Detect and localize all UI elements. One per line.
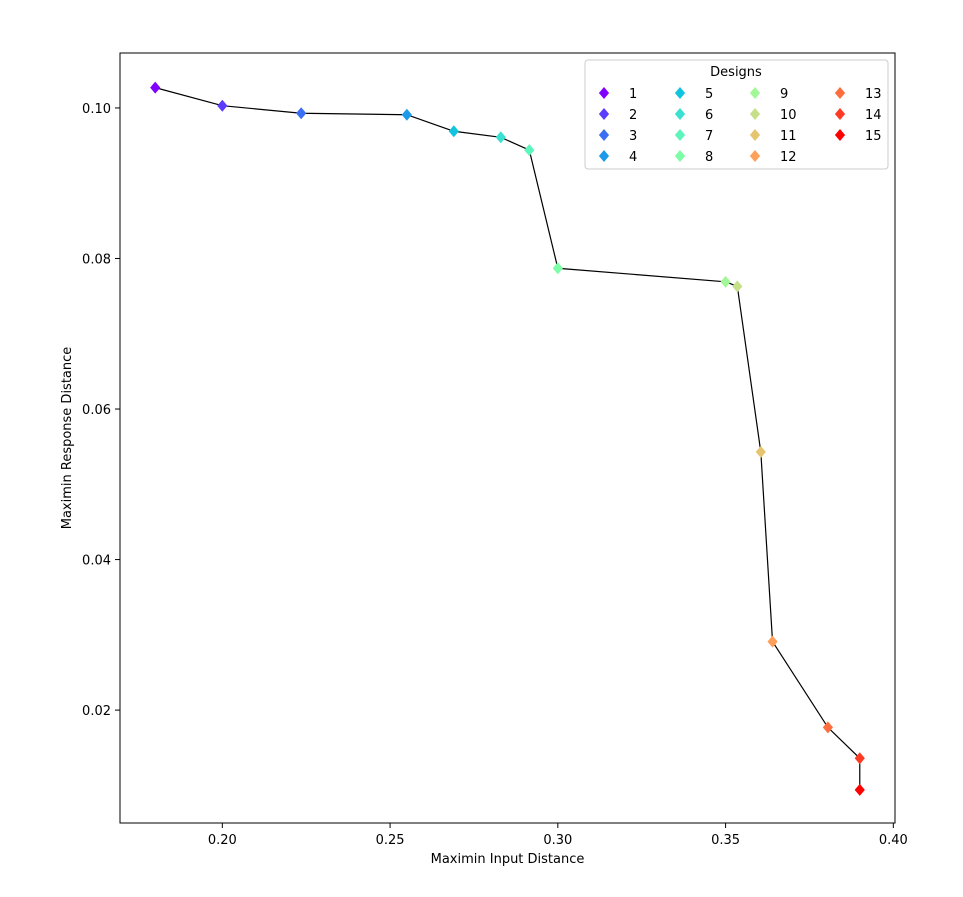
- data-point-design-15: [854, 783, 865, 796]
- legend-marker: [749, 87, 761, 99]
- plot-frame: [119, 52, 896, 824]
- legend-marker: [749, 129, 761, 141]
- legend-entry-14: 14: [834, 108, 882, 123]
- y-tick-label: 0.06: [82, 403, 111, 418]
- y-axis-label: Maximin Response Distance: [60, 347, 75, 530]
- y-axis-ticks: 0.02 0.04 0.06 0.08 0.10: [82, 102, 120, 719]
- y-tick-label: 0.02: [82, 704, 111, 719]
- marker-layer: [150, 81, 865, 796]
- data-point-design-1: [150, 81, 161, 94]
- legend-marker: [674, 129, 686, 141]
- data-point-design-13: [822, 721, 834, 734]
- legend-entry-12: 12: [749, 150, 797, 165]
- y-tick-label: 0.10: [82, 102, 111, 117]
- data-point-design-7: [524, 144, 535, 157]
- y-tick-label: 0.08: [82, 252, 111, 267]
- y-tick-label: 0.04: [82, 554, 111, 569]
- legend-marker: [749, 108, 761, 120]
- data-point-design-8: [552, 262, 563, 275]
- legend-label: 6: [705, 108, 713, 123]
- legend-marker: [598, 108, 610, 120]
- legend-label: 2: [629, 108, 637, 123]
- data-point-design-10: [732, 280, 743, 293]
- legend-entry-10: 10: [749, 108, 797, 123]
- legend-marker: [674, 87, 686, 99]
- legend-entry-6: 6: [674, 108, 713, 123]
- legend-label: 13: [865, 87, 882, 102]
- x-tick-label: 0.40: [879, 833, 908, 848]
- legend-marker: [674, 108, 686, 120]
- legend-label: 5: [705, 87, 713, 102]
- x-tick-label: 0.20: [208, 833, 237, 848]
- data-point-design-12: [767, 635, 778, 648]
- legend-label: 4: [629, 150, 637, 165]
- data-point-design-3: [296, 107, 307, 120]
- data-point-design-5: [448, 125, 459, 138]
- legend-label: 15: [865, 129, 882, 144]
- plot-area: [120, 53, 895, 823]
- legend-label: 10: [780, 108, 797, 123]
- legend-label: 9: [780, 87, 788, 102]
- data-point-design-6: [495, 131, 506, 144]
- data-point-design-2: [217, 99, 228, 112]
- legend-entry-4: 4: [598, 150, 637, 165]
- legend-title: Designs: [710, 65, 762, 80]
- legend-entry-7: 7: [674, 129, 713, 144]
- legend-marker: [834, 87, 846, 99]
- legend-label: 12: [780, 150, 797, 165]
- x-axis-label: Maximin Input Distance: [431, 852, 585, 867]
- legend-entry-11: 11: [749, 129, 797, 144]
- legend-label: 11: [780, 129, 797, 144]
- x-axis-ticks: 0.20 0.25 0.30 0.35 0.40: [208, 823, 908, 848]
- legend-label: 7: [705, 129, 713, 144]
- data-point-design-4: [401, 108, 412, 121]
- data-point-design-9: [720, 275, 731, 288]
- legend-marker: [749, 150, 761, 162]
- legend-entry-2: 2: [598, 108, 637, 123]
- legend-entry-3: 3: [598, 129, 637, 144]
- legend-marker: [598, 129, 610, 141]
- legend-marker: [674, 150, 686, 162]
- legend-entry-8: 8: [674, 150, 713, 165]
- legend-label: 14: [865, 108, 882, 123]
- legend-entry-9: 9: [749, 87, 788, 102]
- x-tick-label: 0.35: [711, 833, 740, 848]
- legend-marker: [834, 108, 846, 120]
- legend-entry-13: 13: [834, 87, 882, 102]
- legend-marker: [598, 150, 610, 162]
- data-point-design-14: [854, 752, 865, 765]
- legend-entry-15: 15: [834, 129, 882, 144]
- legend-box: [584, 59, 889, 170]
- legend-marker: [834, 129, 846, 141]
- legend-entry-1: 1: [598, 87, 637, 102]
- legend-label: 3: [629, 129, 637, 144]
- legend-label: 8: [705, 150, 713, 165]
- data-point-design-11: [755, 445, 766, 458]
- x-tick-label: 0.25: [376, 833, 405, 848]
- legend-marker: [598, 87, 610, 99]
- legend-label: 1: [629, 87, 637, 102]
- x-tick-label: 0.30: [543, 833, 572, 848]
- legend-entry-5: 5: [674, 87, 713, 102]
